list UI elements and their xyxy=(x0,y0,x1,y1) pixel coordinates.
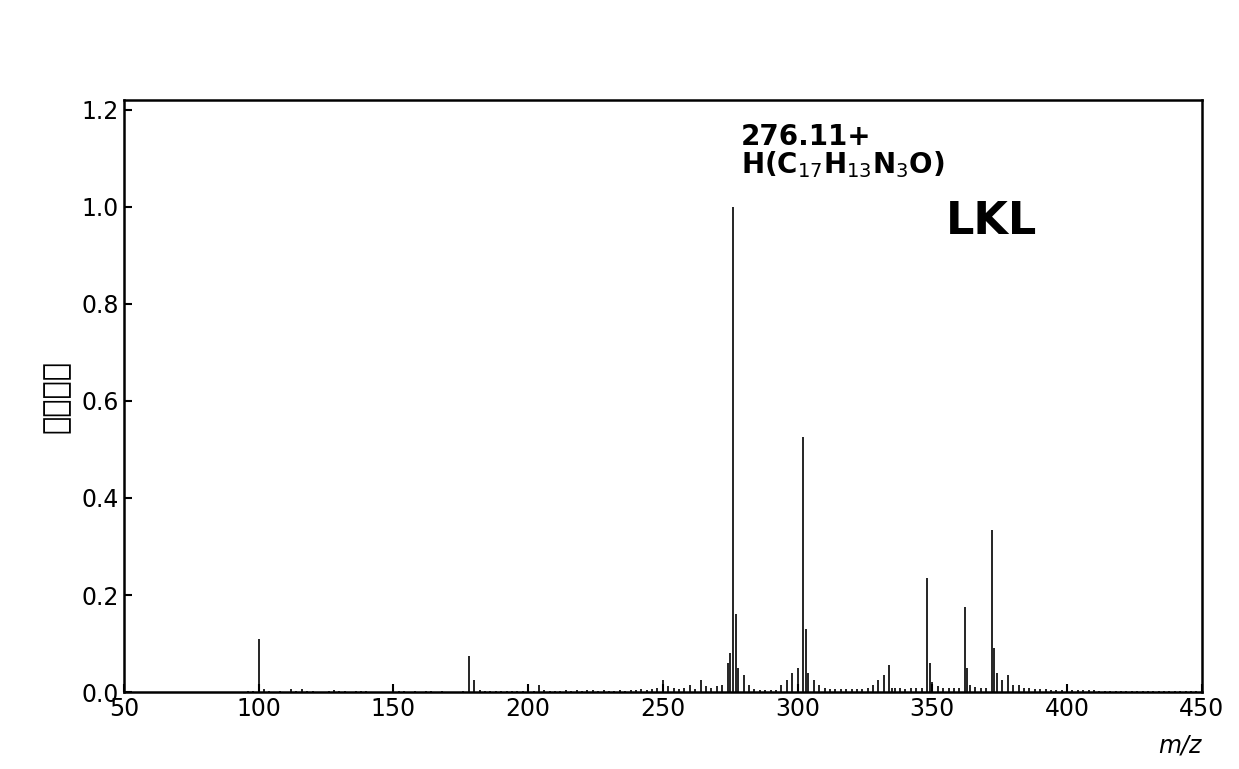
Text: m/z: m/z xyxy=(1158,734,1202,757)
Y-axis label: 相对丰度: 相对丰度 xyxy=(41,360,71,432)
Text: H(C$_{17}$H$_{13}$N$_{3}$O): H(C$_{17}$H$_{13}$N$_{3}$O) xyxy=(741,149,944,180)
Text: 276.11+: 276.11+ xyxy=(741,123,872,151)
Text: LKL: LKL xyxy=(945,200,1037,243)
